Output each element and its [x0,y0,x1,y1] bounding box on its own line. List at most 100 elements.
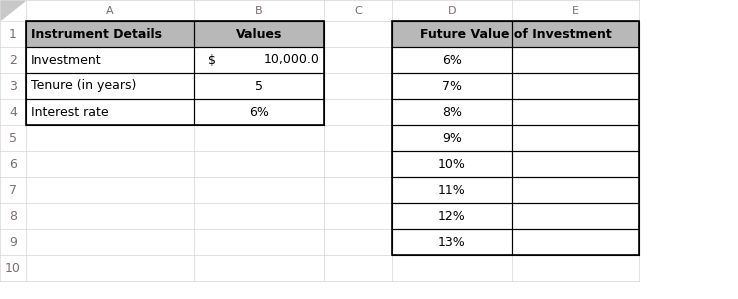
Bar [26,151,194,177]
Bar [512,229,639,255]
Bar [324,203,392,229]
Bar [0,0,26,21]
Text: 13%: 13% [438,236,466,248]
Bar [26,21,194,47]
Bar [512,73,639,99]
Bar [512,229,639,255]
Text: 9%: 9% [442,132,462,144]
Text: Interest rate: Interest rate [31,106,108,118]
Bar [512,255,639,281]
Bar [512,203,639,229]
Text: 3: 3 [9,80,17,92]
Bar [392,47,512,73]
Text: 9: 9 [9,236,17,248]
Bar [194,255,324,281]
Bar [512,99,639,125]
Bar [324,125,392,151]
Bar [392,21,512,47]
Text: 5: 5 [255,80,263,92]
Text: 10: 10 [5,262,21,274]
Text: E: E [572,5,579,16]
Text: Future Value of Investment: Future Value of Investment [420,28,611,40]
Bar [194,47,324,73]
Bar [194,229,324,255]
Bar [194,99,324,125]
Text: 2: 2 [9,54,17,66]
Bar [512,125,639,151]
Bar [194,73,324,99]
Bar [26,47,194,73]
Bar [512,177,639,203]
Bar [324,151,392,177]
Text: C: C [354,5,362,16]
Bar [512,21,639,47]
Bar [26,21,194,47]
Text: B: B [255,5,263,16]
Bar [26,99,194,125]
Bar [26,47,194,73]
Bar [392,99,512,125]
Text: 7: 7 [9,184,17,196]
Text: 8%: 8% [442,106,462,118]
Bar [512,47,639,73]
Bar [392,229,512,255]
Text: 12%: 12% [438,210,466,222]
Bar [194,21,324,47]
Text: A: A [106,5,114,16]
Bar [512,47,639,73]
Bar [324,99,392,125]
Text: 6: 6 [9,158,17,170]
Bar [392,47,512,73]
Bar [26,177,194,203]
Bar [26,73,194,99]
Text: 1: 1 [9,28,17,40]
Text: 10%: 10% [438,158,466,170]
Bar [512,151,639,177]
Bar [26,203,194,229]
Bar [194,73,324,99]
Text: 4: 4 [9,106,17,118]
Bar [512,203,639,229]
Bar [26,21,194,47]
Polygon shape [1,1,25,20]
Bar [392,177,512,203]
Bar [194,21,324,47]
Bar [324,255,392,281]
Bar [26,99,194,125]
Bar [324,47,392,73]
Bar [194,151,324,177]
Bar [324,177,392,203]
Text: 11%: 11% [438,184,466,196]
Bar [194,21,324,47]
Bar [512,99,639,125]
Bar [392,151,512,177]
Bar [392,73,512,99]
Bar [26,255,194,281]
Bar [26,73,194,99]
Bar [392,125,512,151]
Text: $: $ [208,54,216,66]
Bar [392,203,512,229]
Text: 5: 5 [9,132,17,144]
Bar [324,73,392,99]
Text: 6%: 6% [249,106,269,118]
Bar [194,203,324,229]
Bar [512,73,639,99]
Bar [26,229,194,255]
Bar [392,203,512,229]
Text: Instrument Details: Instrument Details [31,28,162,40]
Bar [392,73,512,99]
Text: 10,000.0: 10,000.0 [264,54,320,66]
Text: 8: 8 [9,210,17,222]
Bar [512,177,639,203]
Text: 7%: 7% [442,80,462,92]
Bar [26,21,324,125]
Text: Values: Values [236,28,282,40]
Bar [392,255,512,281]
Bar [512,151,639,177]
Bar [392,151,512,177]
Bar [392,99,512,125]
Bar [392,177,512,203]
Bar [194,99,324,125]
Bar [26,125,194,151]
